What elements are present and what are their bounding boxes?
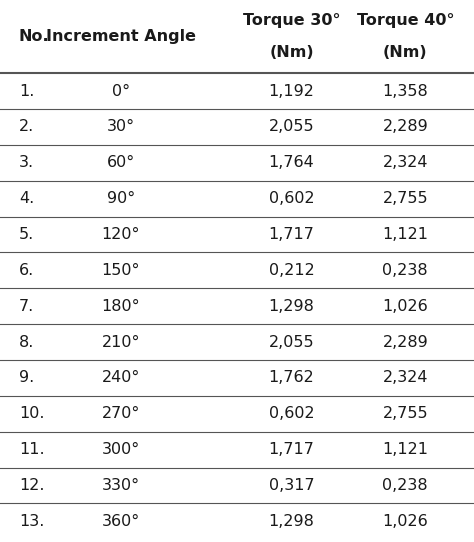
- Text: 0,212: 0,212: [269, 263, 314, 278]
- Text: 2,324: 2,324: [383, 156, 428, 170]
- Text: 300°: 300°: [102, 442, 140, 457]
- Text: 7.: 7.: [19, 299, 34, 314]
- Text: 1.: 1.: [19, 83, 34, 99]
- Text: 2,324: 2,324: [383, 370, 428, 385]
- Text: No.: No.: [19, 29, 50, 44]
- Text: 8.: 8.: [19, 334, 34, 350]
- Text: (Nm): (Nm): [269, 46, 314, 60]
- Text: 1,121: 1,121: [382, 442, 428, 457]
- Text: 10.: 10.: [19, 406, 45, 421]
- Text: 120°: 120°: [101, 227, 140, 242]
- Text: 210°: 210°: [101, 334, 140, 350]
- Text: 3.: 3.: [19, 156, 34, 170]
- Text: 1,764: 1,764: [269, 156, 314, 170]
- Text: Torque 30°: Torque 30°: [243, 13, 340, 28]
- Text: 1,192: 1,192: [269, 83, 314, 99]
- Text: 360°: 360°: [102, 514, 140, 529]
- Text: 150°: 150°: [101, 263, 140, 278]
- Text: 12.: 12.: [19, 478, 45, 493]
- Text: 1,298: 1,298: [269, 299, 314, 314]
- Text: 1,298: 1,298: [269, 514, 314, 529]
- Text: 1,121: 1,121: [382, 227, 428, 242]
- Text: 2,289: 2,289: [383, 119, 428, 134]
- Text: 2,289: 2,289: [383, 334, 428, 350]
- Text: Increment Angle: Increment Angle: [46, 29, 196, 44]
- Text: 2,055: 2,055: [269, 119, 314, 134]
- Text: 0,238: 0,238: [383, 478, 428, 493]
- Text: 13.: 13.: [19, 514, 45, 529]
- Text: 1,717: 1,717: [269, 442, 314, 457]
- Text: 330°: 330°: [102, 478, 140, 493]
- Text: 1,717: 1,717: [269, 227, 314, 242]
- Text: 1,358: 1,358: [383, 83, 428, 99]
- Text: 240°: 240°: [102, 370, 140, 385]
- Text: 1,026: 1,026: [383, 514, 428, 529]
- Text: 0,602: 0,602: [269, 191, 314, 206]
- Text: 60°: 60°: [107, 156, 135, 170]
- Text: 30°: 30°: [107, 119, 135, 134]
- Text: 0,238: 0,238: [383, 263, 428, 278]
- Text: 0,602: 0,602: [269, 406, 314, 421]
- Text: 0°: 0°: [112, 83, 130, 99]
- Text: 180°: 180°: [101, 299, 140, 314]
- Text: 6.: 6.: [19, 263, 34, 278]
- Text: 2,755: 2,755: [383, 406, 428, 421]
- Text: 270°: 270°: [102, 406, 140, 421]
- Text: 5.: 5.: [19, 227, 34, 242]
- Text: 2.: 2.: [19, 119, 34, 134]
- Text: Torque 40°: Torque 40°: [356, 13, 454, 28]
- Text: 2,055: 2,055: [269, 334, 314, 350]
- Text: 4.: 4.: [19, 191, 34, 206]
- Text: 9.: 9.: [19, 370, 34, 385]
- Text: 11.: 11.: [19, 442, 45, 457]
- Text: 1,026: 1,026: [383, 299, 428, 314]
- Text: 0,317: 0,317: [269, 478, 314, 493]
- Text: 90°: 90°: [107, 191, 135, 206]
- Text: (Nm): (Nm): [383, 46, 428, 60]
- Text: 2,755: 2,755: [383, 191, 428, 206]
- Text: 1,762: 1,762: [269, 370, 314, 385]
